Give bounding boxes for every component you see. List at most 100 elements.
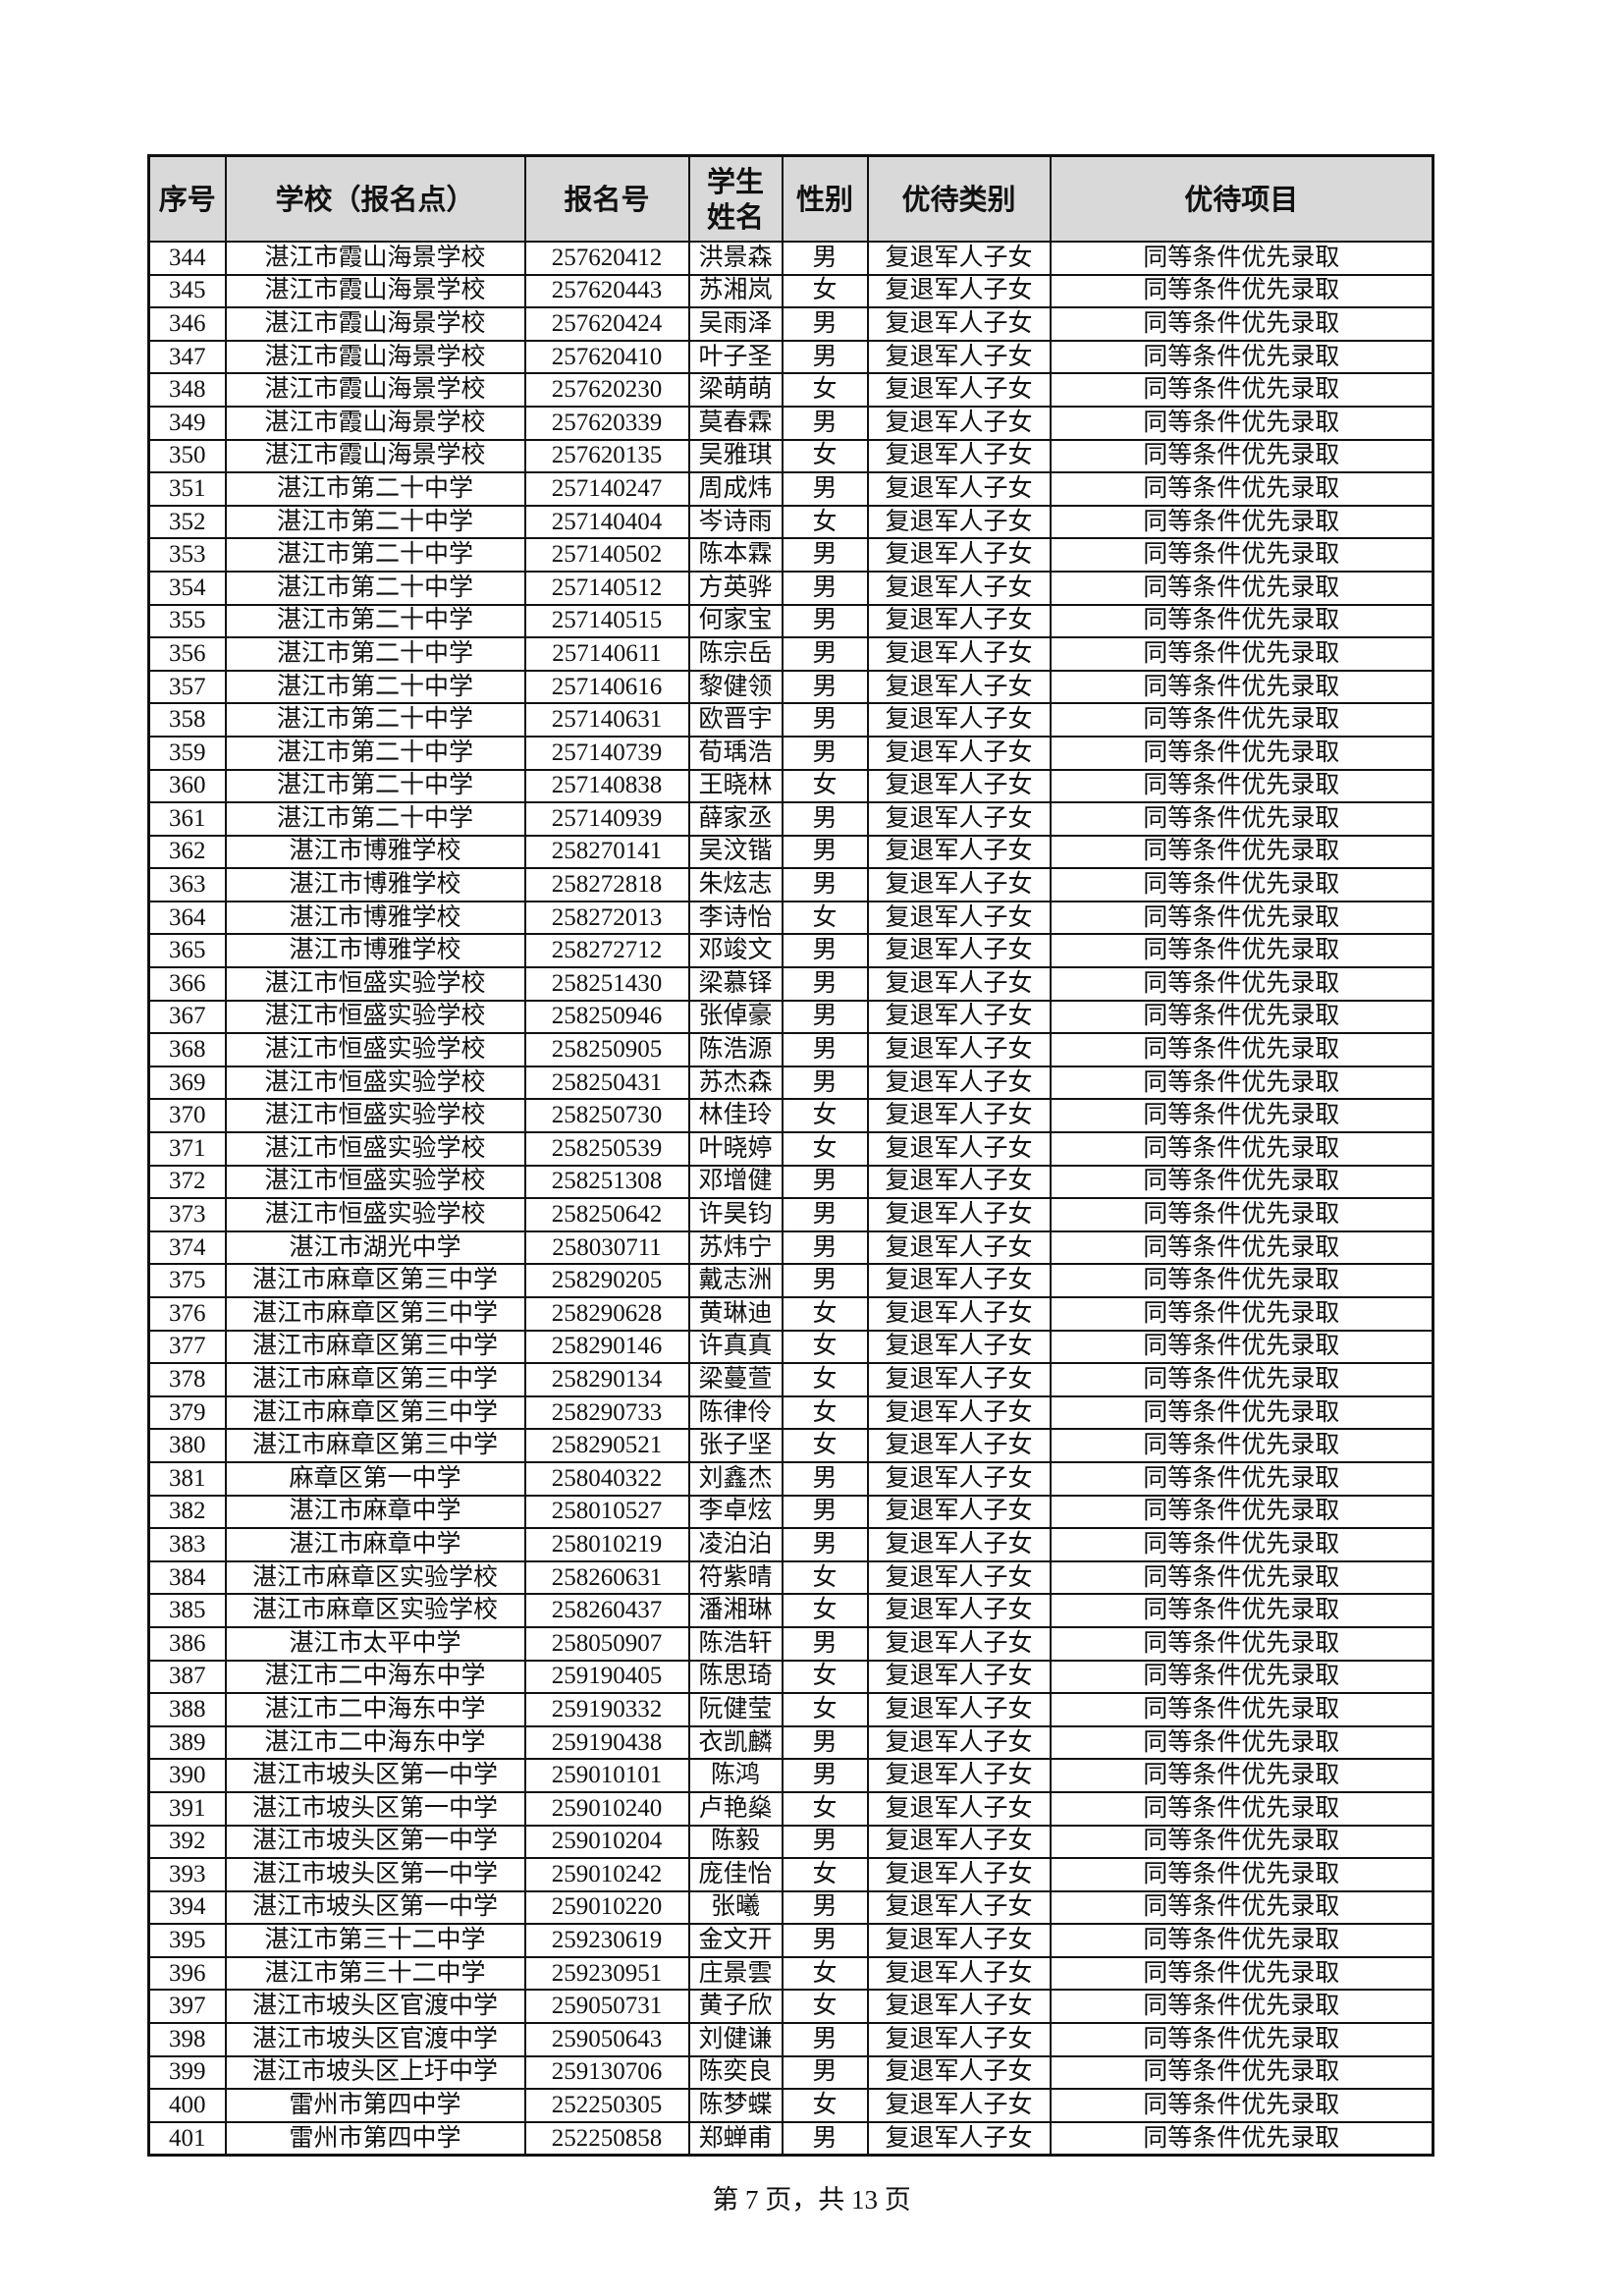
gender-cell: 男 bbox=[781, 1230, 869, 1266]
priority-category-cell: 复退军人子女 bbox=[866, 1790, 1052, 1827]
priority-category-cell: 复退军人子女 bbox=[866, 1428, 1052, 1463]
school-cell: 湛江市博雅学校 bbox=[224, 867, 526, 902]
student-name-cell: 黄琳迪 bbox=[687, 1296, 784, 1332]
table-header-row: 序号 学校（报名点） 报名号 学生 姓名 性别 优待类别 优待项目 bbox=[147, 154, 1434, 243]
gender-cell: 女 bbox=[781, 1394, 869, 1431]
gender-cell: 女 bbox=[781, 273, 869, 309]
priority-item-cell: 同等条件优先录取 bbox=[1049, 471, 1434, 507]
priority-item-cell: 同等条件优先录取 bbox=[1049, 1065, 1434, 1101]
gender-cell: 男 bbox=[781, 471, 869, 507]
school-cell: 湛江市第二十中学 bbox=[224, 801, 526, 837]
reg-number-cell: 259010240 bbox=[523, 1790, 690, 1827]
table-row: 354 湛江市第二十中学 257140512 方英骅男复退军人子女 同等条件优先录取 bbox=[147, 570, 1434, 606]
reg-number-cell: 258250642 bbox=[523, 1197, 690, 1232]
school-cell: 湛江市第二十中学 bbox=[224, 570, 526, 606]
reg-number-cell: 257140739 bbox=[523, 735, 690, 771]
gender-cell: 女 bbox=[781, 900, 869, 936]
gender-cell: 男 bbox=[781, 1724, 869, 1761]
seq-cell: 352 bbox=[147, 504, 227, 540]
school-cell: 湛江市霞山海景学校 bbox=[224, 339, 526, 375]
table-row: 345 湛江市霞山海景学校 257620443 苏湘岚女复退军人子女 同等条件优先录取 bbox=[147, 273, 1434, 309]
table-body: 344 湛江市霞山海景学校 257620412 洪景森男复退军人子女 同等条件优先录取 3… bbox=[147, 241, 1434, 2157]
priority-item-cell: 同等条件优先录取 bbox=[1049, 669, 1434, 705]
school-cell: 湛江市恒盛实验学校 bbox=[224, 1065, 526, 1101]
priority-category-cell: 复退军人子女 bbox=[866, 702, 1052, 738]
gender-cell: 男 bbox=[781, 603, 869, 639]
reg-number-cell: 258010527 bbox=[523, 1494, 690, 1530]
reg-number-cell: 259230951 bbox=[523, 1955, 690, 1992]
priority-category-cell: 复退军人子女 bbox=[866, 603, 1052, 639]
reg-number-cell: 257140631 bbox=[523, 702, 690, 738]
reg-number-cell: 259050731 bbox=[523, 1989, 690, 2025]
table-row: 356 湛江市第二十中学 257140611 陈宗岳男复退军人子女 同等条件优先录取 bbox=[147, 636, 1434, 672]
priority-category-cell: 复退军人子女 bbox=[866, 570, 1052, 606]
school-cell: 湛江市麻章区实验学校 bbox=[224, 1593, 526, 1628]
student-name-cell: 郑蝉甫 bbox=[687, 2120, 784, 2157]
table-row: 361 湛江市第二十中学 257140939 薛家丞男复退军人子女 同等条件优先录取 bbox=[147, 801, 1434, 837]
reg-number-cell: 259010101 bbox=[523, 1758, 690, 1793]
student-name-cell: 陈宗岳 bbox=[687, 636, 784, 672]
gender-cell: 女 bbox=[781, 1692, 869, 1727]
reg-number-cell: 259190405 bbox=[523, 1659, 690, 1695]
school-cell: 湛江市坡头区第一中学 bbox=[224, 1889, 526, 1926]
school-cell: 湛江市二中海东中学 bbox=[224, 1692, 526, 1727]
priority-category-cell: 复退军人子女 bbox=[866, 834, 1052, 870]
reg-number-cell: 259010220 bbox=[523, 1889, 690, 1926]
priority-item-cell: 同等条件优先录取 bbox=[1049, 1659, 1434, 1695]
priority-item-cell: 同等条件优先录取 bbox=[1049, 1296, 1434, 1332]
table-row: 387 湛江市二中海东中学 259190405 陈思琦女复退军人子女 同等条件优先录取 bbox=[147, 1659, 1434, 1695]
priority-category-cell: 复退军人子女 bbox=[866, 1724, 1052, 1761]
school-cell: 湛江市第三十二中学 bbox=[224, 1923, 526, 1958]
seq-cell: 363 bbox=[147, 867, 227, 902]
priority-item-cell: 同等条件优先录取 bbox=[1049, 1230, 1434, 1266]
reg-number-cell: 257140616 bbox=[523, 669, 690, 705]
reg-number-cell: 257620443 bbox=[523, 273, 690, 309]
gender-cell: 男 bbox=[781, 735, 869, 771]
table-row: 362 湛江市博雅学校 258270141 吴汶锴男复退军人子女 同等条件优先录取 bbox=[147, 834, 1434, 870]
seq-cell: 366 bbox=[147, 966, 227, 1002]
reg-number-cell: 258250946 bbox=[523, 999, 690, 1035]
reg-number-cell: 257620424 bbox=[523, 306, 690, 342]
reg-number-cell: 257140247 bbox=[523, 471, 690, 507]
priority-item-cell: 同等条件优先录取 bbox=[1049, 1790, 1434, 1827]
student-name-cell: 陈毅 bbox=[687, 1824, 784, 1860]
gender-cell: 男 bbox=[781, 834, 869, 870]
school-cell: 湛江市恒盛实验学校 bbox=[224, 966, 526, 1002]
student-name-cell: 王晓林 bbox=[687, 768, 784, 804]
priority-item-cell: 同等条件优先录取 bbox=[1049, 867, 1434, 902]
student-name-cell: 陈思琦 bbox=[687, 1659, 784, 1695]
gender-cell: 男 bbox=[781, 669, 869, 705]
student-name-cell: 林佳玲 bbox=[687, 1098, 784, 1134]
priority-category-cell: 复退军人子女 bbox=[866, 999, 1052, 1035]
table-row: 383 湛江市麻章中学 258010219 凌泊泊男复退军人子女 同等条件优先录取 bbox=[147, 1527, 1434, 1562]
gender-cell: 女 bbox=[781, 504, 869, 540]
seq-cell: 370 bbox=[147, 1098, 227, 1134]
priority-item-cell: 同等条件优先录取 bbox=[1049, 801, 1434, 837]
student-name-cell: 薛家丞 bbox=[687, 801, 784, 837]
table-row: 376 湛江市麻章区第三中学 258290628 黄琳迪女复退军人子女 同等条件优先录取 bbox=[147, 1296, 1434, 1332]
school-cell: 麻章区第一中学 bbox=[224, 1460, 526, 1497]
reg-number-cell: 258251430 bbox=[523, 966, 690, 1002]
table-row: 390 湛江市坡头区第一中学 259010101 陈鸿男复退军人子女 同等条件优先录取 bbox=[147, 1758, 1434, 1793]
gender-cell: 男 bbox=[781, 1460, 869, 1497]
priority-item-cell: 同等条件优先录取 bbox=[1049, 1197, 1434, 1232]
reg-number-cell: 258010219 bbox=[523, 1527, 690, 1562]
reg-number-cell: 258272712 bbox=[523, 933, 690, 969]
priority-item-cell: 同等条件优先录取 bbox=[1049, 570, 1434, 606]
priority-item-cell: 同等条件优先录取 bbox=[1049, 900, 1434, 936]
priority-category-cell: 复退军人子女 bbox=[866, 273, 1052, 309]
gender-cell: 男 bbox=[781, 867, 869, 902]
priority-category-cell: 复退军人子女 bbox=[866, 1625, 1052, 1662]
reg-number-cell: 258050907 bbox=[523, 1625, 690, 1662]
header-priority-item: 优待项目 bbox=[1049, 154, 1434, 243]
table-row: 395 湛江市第三十二中学 259230619 金文开男复退军人子女 同等条件优先录取 bbox=[147, 1923, 1434, 1958]
gender-cell: 男 bbox=[781, 2022, 869, 2057]
seq-cell: 371 bbox=[147, 1131, 227, 1167]
priority-item-cell: 同等条件优先录取 bbox=[1049, 2022, 1434, 2057]
priority-item-cell: 同等条件优先录取 bbox=[1049, 2120, 1434, 2157]
school-cell: 湛江市霞山海景学校 bbox=[224, 405, 526, 441]
table-row: 381 麻章区第一中学 258040322 刘鑫杰男复退军人子女 同等条件优先录取 bbox=[147, 1460, 1434, 1497]
priority-item-cell: 同等条件优先录取 bbox=[1049, 1559, 1434, 1596]
reg-number-cell: 258260437 bbox=[523, 1593, 690, 1628]
reg-number-cell: 252250858 bbox=[523, 2120, 690, 2157]
